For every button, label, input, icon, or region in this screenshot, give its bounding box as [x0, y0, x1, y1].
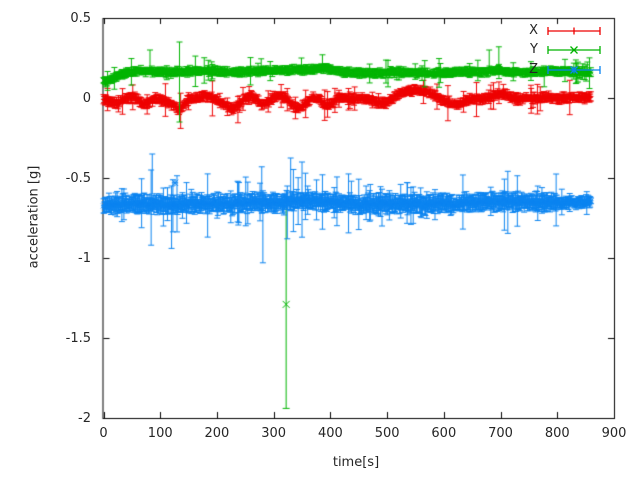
legend-sample-line [547, 27, 601, 35]
y-tick-label: -1 [78, 250, 91, 266]
legend-label: Y [530, 42, 538, 58]
y-tick-label: 0.5 [70, 10, 91, 26]
x-tick-label: 900 [601, 426, 627, 441]
x-tick-label: 700 [488, 426, 513, 441]
legend-sample-line [547, 46, 601, 55]
x-tick-label: 400 [317, 426, 343, 441]
y-tick-label: -0.5 [65, 170, 91, 186]
x-tick-label: 600 [431, 426, 457, 441]
y-tick-label: 0 [82, 90, 91, 106]
legend-label: Z [529, 61, 538, 77]
x-tick-label: 200 [204, 426, 230, 441]
legend-label: X [529, 23, 538, 38]
y-tick-label: -1.5 [65, 330, 91, 346]
legend-item-z: Z [490, 61, 610, 80]
legend-sample-line [547, 65, 601, 74]
x-tick-label: 500 [374, 426, 400, 441]
y-tick-label: -2 [78, 410, 91, 426]
x-tick-label: 100 [147, 426, 173, 441]
x-tick-label: 0 [99, 426, 108, 441]
x-tick-label: 300 [261, 426, 287, 441]
x-axis-title: time[s] [332, 455, 380, 470]
legend-item-y: Y [490, 41, 610, 60]
legend-item-x: X [490, 22, 610, 41]
x-tick-label: 800 [544, 426, 570, 441]
